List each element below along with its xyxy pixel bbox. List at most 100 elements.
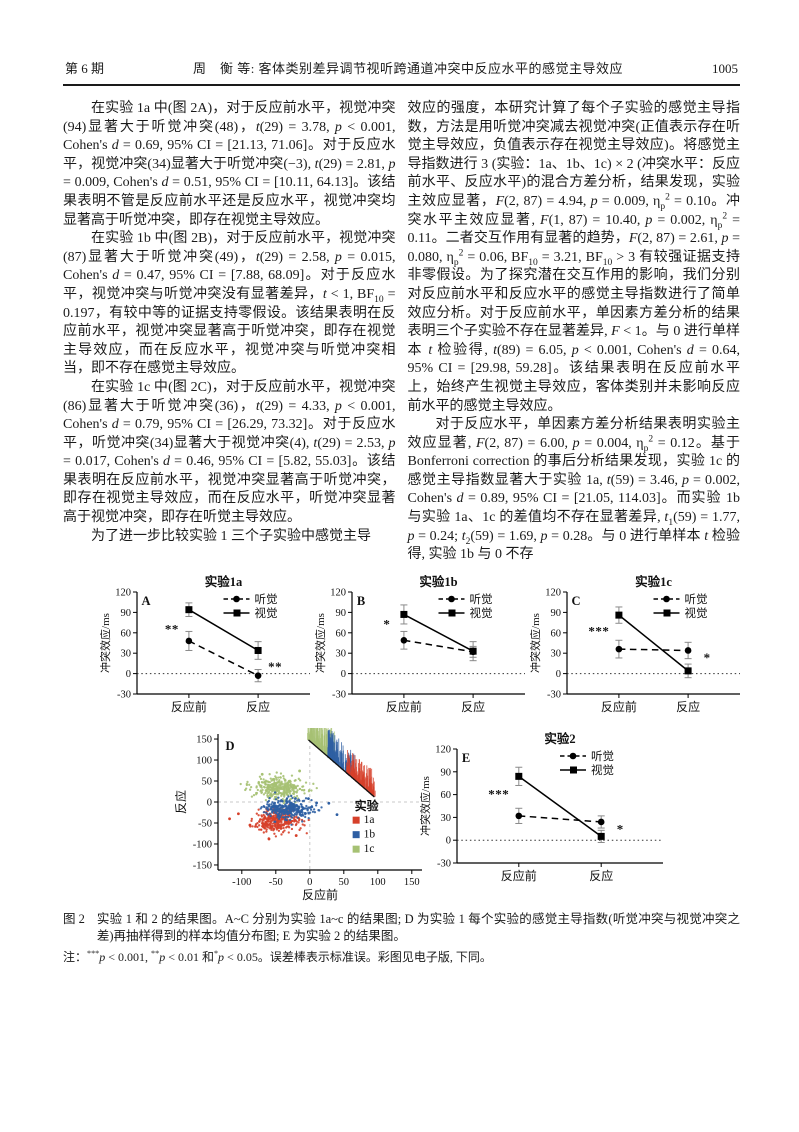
svg-text:60: 60 [551, 628, 562, 639]
svg-text:实验2: 实验2 [544, 732, 575, 746]
svg-text:冲突效应/ms: 冲突效应/ms [100, 613, 112, 673]
chart-panel-c: -30 0 30 60 90 120 反应前 反应 冲突效应/ms 实验1c C *** * 听觉 视觉 [528, 574, 745, 728]
svg-text:60: 60 [441, 790, 452, 801]
svg-text:反应: 反应 [246, 699, 270, 714]
svg-text:-150: -150 [193, 860, 212, 871]
svg-text:150: 150 [196, 734, 212, 745]
svg-text:60: 60 [336, 628, 347, 639]
svg-text:反应前: 反应前 [171, 699, 207, 714]
svg-text:反应: 反应 [175, 790, 188, 814]
svg-text:50: 50 [339, 877, 350, 888]
svg-text:0: 0 [556, 669, 561, 680]
svg-text:0: 0 [207, 797, 212, 808]
svg-text:视觉: 视觉 [255, 606, 278, 620]
svg-text:0: 0 [446, 836, 451, 847]
svg-text:-30: -30 [547, 689, 561, 700]
svg-text:-30: -30 [437, 858, 451, 869]
svg-text:120: 120 [330, 587, 346, 598]
chart-panel-d: -150 -100 -50 0 50 100 150 -100 -50 0 50 100 150 反应前 反… [173, 706, 427, 907]
svg-text:***: *** [588, 623, 609, 638]
left-column: 在实验 1a 中(图 2A)，对于反应前水平，视觉冲突(94)显著大于听觉冲突(… [63, 100, 396, 565]
svg-text:0: 0 [341, 669, 346, 680]
figure-note: 注：***p < 0.001, **p < 0.01 和*p < 0.05。误差… [63, 948, 492, 964]
paragraph: 效应的强度，本研究计算了每个子实验的感觉主导指数，方法是用听觉冲突减去视觉冲突(… [407, 101, 741, 414]
svg-text:反应: 反应 [461, 699, 485, 714]
svg-text:-100: -100 [232, 877, 251, 888]
svg-text:50: 50 [202, 776, 213, 787]
chart-panel-b: -30 0 30 60 90 120 反应前 反应 冲突效应/ms 实验1b B * 听觉 视觉 [313, 574, 530, 728]
chart-panel-a: -30 0 30 60 90 120 反应前 反应 冲突效应/ms 实验1a A ** ** 听觉 视觉 [98, 574, 315, 728]
svg-text:30: 30 [551, 649, 562, 660]
svg-text:1b: 1b [364, 829, 376, 841]
svg-text:120: 120 [115, 587, 131, 598]
svg-text:90: 90 [336, 608, 347, 619]
svg-text:反应前: 反应前 [501, 868, 537, 883]
svg-text:冲突效应/ms: 冲突效应/ms [530, 613, 542, 673]
svg-text:**: ** [165, 621, 179, 636]
svg-text:实验1b: 实验1b [419, 575, 457, 589]
svg-text:*: * [383, 616, 390, 631]
svg-text:反应: 反应 [589, 868, 613, 883]
svg-text:实验1c: 实验1c [635, 575, 672, 589]
svg-text:冲突效应/ms: 冲突效应/ms [315, 613, 327, 673]
svg-text:*: * [704, 650, 711, 665]
header-rule [63, 84, 740, 86]
svg-text:实验: 实验 [355, 798, 380, 813]
svg-text:听觉: 听觉 [591, 750, 614, 763]
svg-text:30: 30 [441, 813, 452, 824]
svg-text:反应: 反应 [676, 699, 700, 714]
svg-text:反应前: 反应前 [386, 699, 422, 714]
svg-text:听觉: 听觉 [685, 593, 708, 606]
svg-text:反应前: 反应前 [302, 887, 338, 902]
svg-text:30: 30 [336, 649, 347, 660]
svg-text:**: ** [268, 659, 282, 674]
svg-text:-30: -30 [117, 689, 131, 700]
svg-text:实验1a: 实验1a [205, 575, 243, 589]
svg-text:120: 120 [545, 587, 561, 598]
svg-text:90: 90 [121, 608, 132, 619]
svg-text:***: *** [488, 786, 509, 801]
svg-text:A: A [141, 594, 150, 608]
figure-caption-label: 图 2 [63, 911, 85, 926]
paragraph: 为了进一步比较实验 1 三个子实验中感觉主导 [91, 528, 371, 544]
svg-text:视觉: 视觉 [470, 606, 493, 620]
svg-text:E: E [462, 751, 470, 765]
page-number: 1005 [712, 61, 738, 76]
svg-text:-30: -30 [332, 689, 346, 700]
svg-text:1c: 1c [364, 843, 375, 855]
paragraph: 在实验 1c 中(图 2C)，对于反应前水平，视觉冲突(86)显著大于听觉冲突(… [63, 379, 396, 526]
svg-text:听觉: 听觉 [470, 593, 493, 606]
paragraph: 在实验 1b 中(图 2B)，对于反应前水平，视觉冲突(87)显著大于听觉冲突(… [63, 231, 396, 377]
right-column: 效应的强度，本研究计算了每个子实验的感觉主导指数，方法是用听觉冲突减去视觉冲突(… [408, 100, 741, 565]
page-header: 第 6 期 周 衡 等: 客体类别差异调节视听跨通道冲突中反应水平的感觉主导效应… [63, 58, 740, 84]
svg-text:1a: 1a [364, 814, 375, 826]
svg-text:*: * [617, 821, 624, 836]
paragraph: 在实验 1a 中(图 2A)，对于反应前水平，视觉冲突(94)显著大于听觉冲突(… [63, 101, 396, 228]
svg-text:90: 90 [441, 767, 452, 778]
svg-text:D: D [225, 739, 234, 753]
svg-text:150: 150 [404, 877, 420, 888]
svg-text:听觉: 听觉 [255, 593, 278, 606]
chart-panel-e: -30 0 30 60 90 120 反应前 反应 冲突效应/ms 实验2 E *** * 听觉 视觉 [418, 731, 668, 897]
figure-2: -30 0 30 60 90 120 反应前 反应 冲突效应/ms 实验1a A ** ** 听觉 视觉 -… [63, 574, 740, 907]
svg-text:-50: -50 [269, 877, 283, 888]
svg-text:0: 0 [126, 669, 131, 680]
svg-text:视觉: 视觉 [591, 763, 614, 777]
body-text: 在实验 1a 中(图 2A)，对于反应前水平，视觉冲突(94)显著大于听觉冲突(… [63, 100, 740, 565]
svg-text:-50: -50 [198, 818, 212, 829]
figure-caption: 图 2 实验 1 和 2 的结果图。A~C 分别为实验 1a~c 的结果图; D… [63, 911, 740, 945]
svg-text:100: 100 [370, 877, 386, 888]
svg-text:冲突效应/ms: 冲突效应/ms [420, 776, 432, 836]
svg-text:视觉: 视觉 [685, 606, 708, 620]
running-title: 周 衡 等: 客体类别差异调节视听跨通道冲突中反应水平的感觉主导效应 [192, 61, 624, 76]
figure-caption-text: 实验 1 和 2 的结果图。A~C 分别为实验 1a~c 的结果图; D 为实验… [96, 911, 740, 943]
svg-text:0: 0 [307, 877, 312, 888]
svg-text:90: 90 [551, 608, 562, 619]
journal-issue: 第 6 期 [65, 61, 105, 76]
svg-text:100: 100 [196, 755, 212, 766]
svg-text:B: B [357, 594, 365, 608]
svg-text:-100: -100 [193, 839, 212, 850]
svg-text:120: 120 [435, 744, 451, 755]
paragraph: 对于反应水平，单因素方差分析结果表明实验主效应显著, F(2, 87) = 6.… [407, 417, 741, 563]
